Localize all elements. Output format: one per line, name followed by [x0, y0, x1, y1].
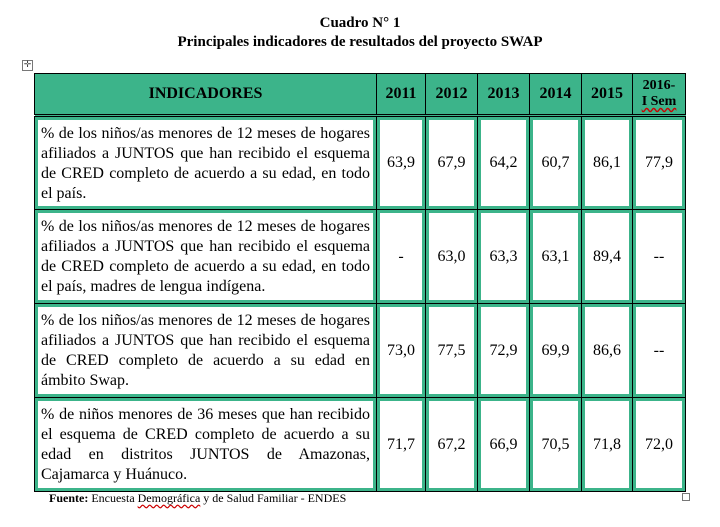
value-cell: 86,1 [581, 115, 633, 210]
table-caption-number: Cuadro N° 1 [319, 15, 401, 31]
value-cell: 89,4 [581, 209, 633, 304]
value-cell: 69,9 [529, 303, 582, 398]
move-icon[interactable]: ✛ [22, 60, 33, 71]
value-cell: -- [632, 209, 686, 304]
source-note: Fuente: Encuesta Demográfica y de Salud … [49, 491, 346, 506]
value-cell: 67,9 [425, 115, 478, 210]
value-cell: 72,0 [632, 397, 686, 492]
header-year: 2012 [425, 73, 478, 117]
value-cell: 63,0 [425, 209, 478, 304]
source-text-underlined: Demográfica [137, 491, 201, 505]
source-text-pre: Encuesta [88, 491, 138, 505]
value-cell: 66,9 [477, 397, 530, 492]
value-cell: 70,5 [529, 397, 582, 492]
value-cell: 63,9 [376, 115, 426, 210]
value-cell: 64,2 [477, 115, 530, 210]
indicator-cell: % de los niños/as menores de 12 meses de… [34, 115, 377, 210]
resize-icon[interactable] [682, 493, 690, 501]
table-row: % de los niños/as menores de 12 meses de… [34, 209, 686, 304]
source-text-post: y de Salud Familiar - ENDES [200, 491, 347, 505]
indicators-table: INDICADORES 2011 2012 2013 2014 2015 201… [34, 73, 686, 492]
table-row: % de los niños/as menores de 12 meses de… [34, 115, 686, 210]
table-row: % de niños menores de 36 meses que han r… [34, 397, 686, 492]
header-year: 2013 [477, 73, 530, 117]
value-cell: 77,9 [632, 115, 686, 210]
value-cell: 63,1 [529, 209, 582, 304]
indicator-cell: % de los niños/as menores de 12 meses de… [34, 303, 377, 398]
header-indicators: INDICADORES [34, 73, 377, 117]
indicator-cell: % de los niños/as menores de 12 meses de… [34, 209, 377, 304]
value-cell: 86,6 [581, 303, 633, 398]
value-cell: 73,0 [376, 303, 426, 398]
value-cell: 67,2 [425, 397, 478, 492]
table-row: % de los niños/as menores de 12 meses de… [34, 303, 686, 398]
value-cell: 71,8 [581, 397, 633, 492]
value-cell: 77,5 [425, 303, 478, 398]
value-cell: 71,7 [376, 397, 426, 492]
table-caption-title: Principales indicadores de resultados de… [177, 34, 543, 50]
value-cell: -- [632, 303, 686, 398]
value-cell: 72,9 [477, 303, 530, 398]
value-cell: 63,3 [477, 209, 530, 304]
source-label: Fuente: [49, 491, 89, 505]
value-cell: - [376, 209, 426, 304]
header-2016-line2: I Sem [641, 94, 677, 109]
header-year: 2015 [581, 73, 633, 117]
header-2016-line1: 2016- [642, 78, 676, 93]
value-cell: 60,7 [529, 115, 582, 210]
table-header-row: INDICADORES 2011 2012 2013 2014 2015 201… [34, 73, 686, 117]
header-2016-semester: 2016- I Sem [632, 73, 686, 117]
header-year: 2011 [376, 73, 426, 117]
indicator-cell: % de niños menores de 36 meses que han r… [34, 397, 377, 492]
header-year: 2014 [529, 73, 582, 117]
